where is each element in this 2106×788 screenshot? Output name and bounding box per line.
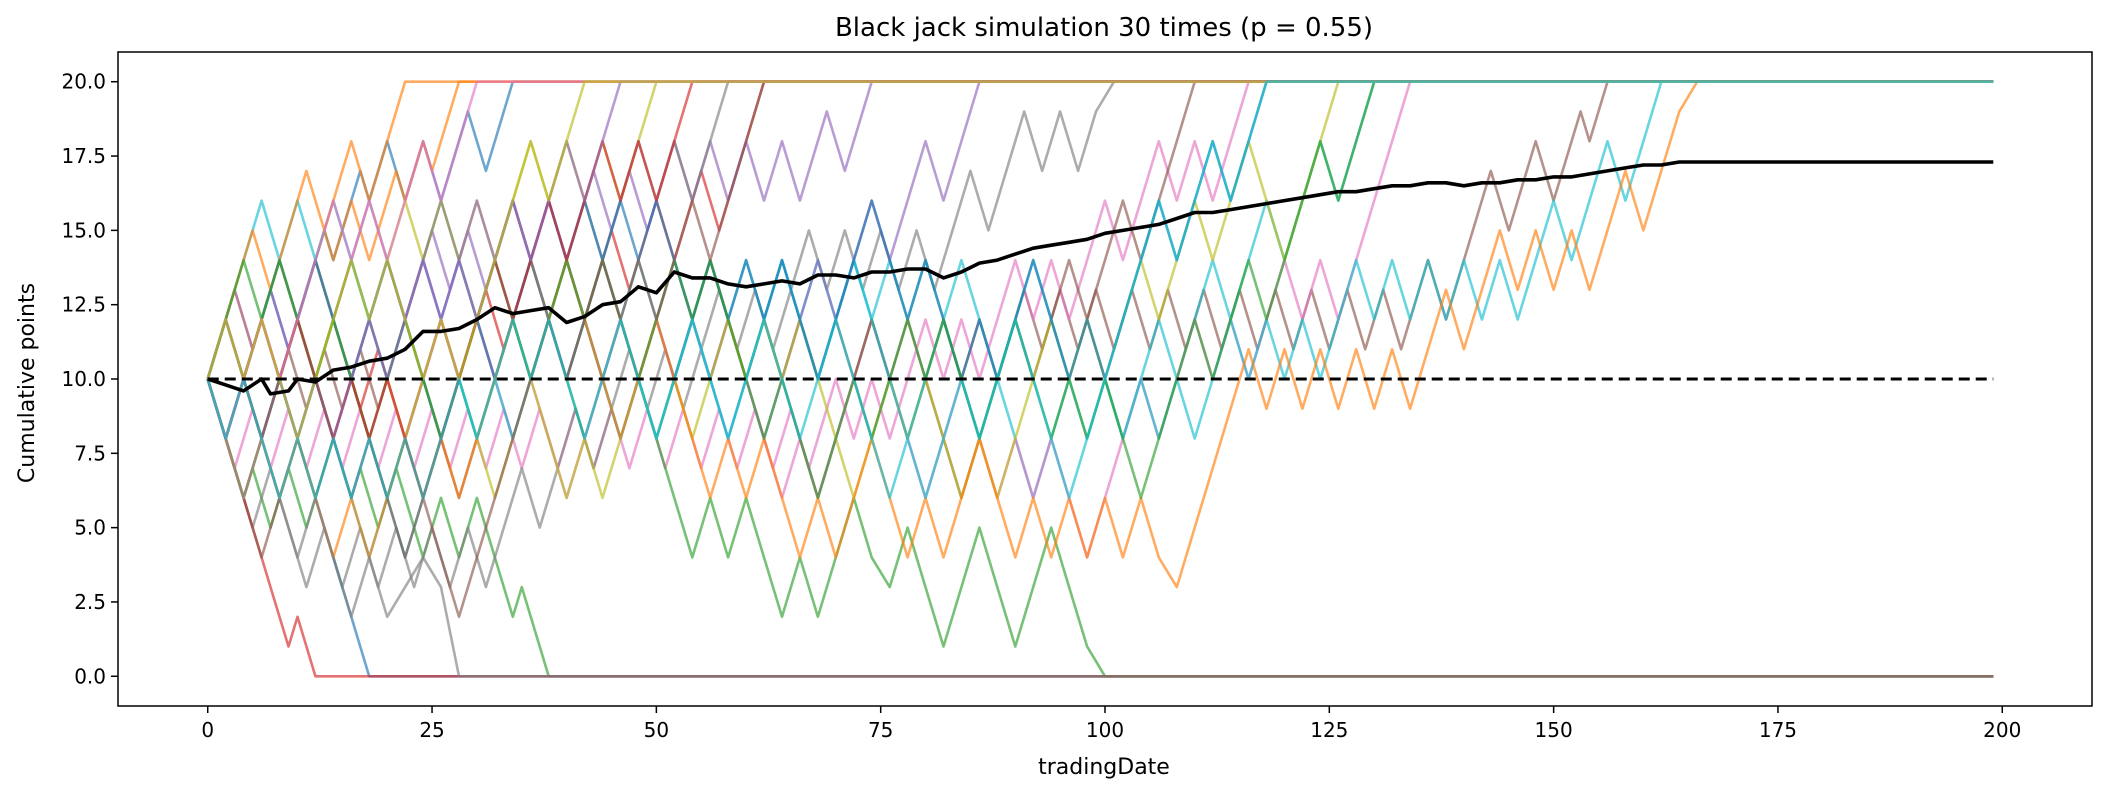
y-axis-label: Cumulative points bbox=[15, 283, 40, 483]
simulation-line-28 bbox=[206, 378, 1994, 678]
chart-title: Black jack simulation 30 times (p = 0.55… bbox=[835, 13, 1373, 43]
x-tick-label: 175 bbox=[1759, 718, 1797, 742]
y-tick-label: 7.5 bbox=[74, 441, 106, 465]
x-tick-label: 0 bbox=[201, 718, 214, 742]
y-tick-label: 10.0 bbox=[61, 367, 106, 391]
y-tick-label: 0.0 bbox=[74, 664, 106, 688]
y-tick-label: 15.0 bbox=[61, 218, 106, 242]
simulation-line-30 bbox=[206, 80, 1994, 500]
x-tick-label: 150 bbox=[1535, 718, 1573, 742]
plot-frame bbox=[117, 51, 2093, 707]
mean-line bbox=[207, 160, 1994, 396]
x-tick-label: 75 bbox=[868, 718, 893, 742]
series-layer bbox=[206, 80, 1994, 678]
x-tick-label: 125 bbox=[1310, 718, 1348, 742]
x-tick-label: 25 bbox=[419, 718, 444, 742]
x-axis-label: tradingDate bbox=[1038, 755, 1170, 780]
x-tick-label: 100 bbox=[1086, 718, 1124, 742]
y-tick-label: 2.5 bbox=[74, 590, 106, 614]
y-tick-label: 20.0 bbox=[61, 70, 106, 94]
x-tick-label: 200 bbox=[1983, 718, 2021, 742]
simulation-line-26 bbox=[206, 80, 1994, 619]
simulation-line-22 bbox=[206, 80, 1994, 589]
y-tick-label: 17.5 bbox=[61, 144, 106, 168]
simulation-line-29 bbox=[206, 80, 1994, 440]
y-tick-label: 5.0 bbox=[74, 516, 106, 540]
y-tick-label: 12.5 bbox=[61, 293, 106, 317]
x-tick-label: 50 bbox=[644, 718, 669, 742]
tick-layer: 0 25 50 75 100 125 150 175 200 0.0 2.5 5.0 7.5 10.0 12… bbox=[61, 70, 2021, 742]
